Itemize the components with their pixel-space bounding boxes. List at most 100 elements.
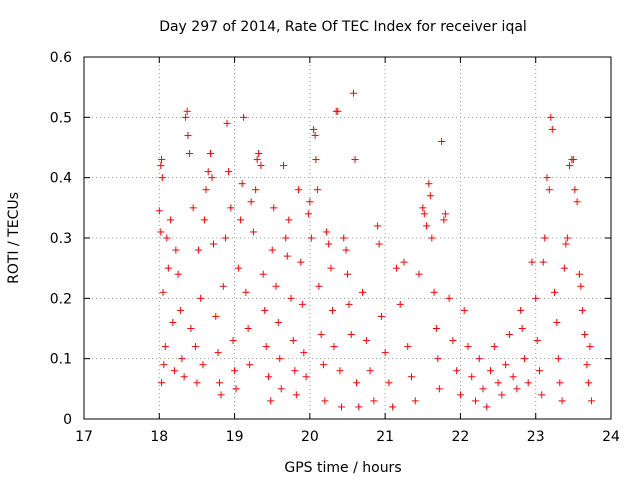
data-point: [176, 306, 184, 314]
data-point: [167, 216, 175, 224]
data-point: [169, 318, 177, 326]
data-point: [249, 228, 257, 236]
data-point: [505, 331, 513, 339]
data-point: [438, 137, 446, 145]
data-point: [247, 198, 255, 206]
data-point: [419, 204, 427, 212]
data-point: [189, 204, 197, 212]
data-point: [350, 89, 358, 97]
data-point: [468, 373, 476, 381]
data-point: [566, 162, 574, 170]
data-point: [541, 234, 549, 242]
data-point: [225, 168, 233, 176]
data-point: [208, 174, 216, 182]
data-point: [336, 367, 344, 375]
x-axis-label: GPS time / hours: [284, 460, 401, 476]
data-point: [285, 216, 293, 224]
data-point: [547, 113, 555, 121]
data-point: [257, 162, 265, 170]
data-point: [345, 300, 353, 308]
data-point: [193, 379, 201, 387]
data-point: [321, 397, 329, 405]
data-point: [425, 180, 433, 188]
data-point: [223, 119, 231, 127]
data-point: [432, 325, 440, 332]
y-tick-labels: 0 0.1 0.2 0.3 0.4 0.5 0.6: [50, 50, 72, 428]
data-point: [244, 325, 252, 332]
x-tick-label: 18: [150, 429, 168, 445]
data-point: [272, 282, 280, 290]
data-point: [532, 294, 540, 302]
data-point: [502, 361, 510, 369]
data-point: [253, 156, 261, 164]
data-point: [415, 270, 423, 278]
data-point: [219, 282, 227, 290]
data-point: [392, 264, 400, 272]
y-tick-label: 0: [63, 412, 72, 428]
x-tick-label: 20: [301, 429, 319, 445]
data-point: [227, 204, 235, 212]
data-point: [351, 156, 359, 164]
data-point: [479, 385, 487, 393]
data-point: [158, 156, 166, 164]
data-point: [460, 306, 468, 314]
data-point: [187, 325, 195, 332]
data-point: [535, 367, 543, 375]
data-point: [204, 168, 212, 176]
x-tick-label: 21: [376, 429, 394, 445]
data-point: [310, 125, 318, 133]
data-point: [543, 174, 551, 182]
data-point: [509, 373, 517, 381]
data-point: [170, 367, 178, 375]
data-point: [553, 318, 561, 326]
data-point: [583, 361, 591, 369]
data-point: [238, 180, 246, 188]
data-point: [375, 240, 383, 248]
data-point: [311, 131, 319, 139]
y-tick-label: 0.6: [50, 50, 72, 66]
data-point: [185, 150, 193, 158]
data-point: [306, 198, 314, 206]
data-point: [212, 312, 220, 320]
x-tick-label: 17: [75, 429, 93, 445]
data-point: [563, 234, 571, 242]
data-point: [157, 228, 165, 236]
data-point: [524, 379, 532, 387]
data-point: [578, 306, 586, 314]
chart-title: Day 297 of 2014, Rate Of TEC Index for r…: [159, 19, 527, 35]
data-point: [280, 162, 288, 170]
data-point: [545, 186, 553, 194]
data-point: [191, 343, 199, 351]
data-point: [483, 403, 491, 411]
data-point: [556, 379, 564, 387]
data-point: [347, 331, 355, 339]
x-tick-label: 22: [452, 429, 470, 445]
data-point: [353, 379, 361, 387]
data-point: [199, 361, 207, 369]
data-point: [261, 306, 269, 314]
data-point: [385, 379, 393, 387]
data-point: [490, 343, 498, 351]
data-point: [587, 397, 595, 405]
data-point: [216, 379, 224, 387]
data-point: [359, 288, 367, 296]
data-point: [277, 385, 285, 393]
data-point: [229, 337, 237, 345]
data-point: [276, 355, 284, 363]
data-point: [423, 222, 431, 230]
data-point: [435, 385, 443, 393]
x-tick-label: 19: [226, 429, 244, 445]
data-point: [174, 270, 182, 278]
data-point: [160, 361, 168, 369]
data-point: [453, 367, 461, 375]
data-point: [172, 246, 180, 254]
data-point: [252, 186, 260, 194]
data-point: [182, 113, 190, 121]
data-point: [282, 234, 290, 242]
data-point: [366, 367, 374, 375]
data-point: [164, 264, 172, 272]
data-point: [381, 349, 389, 357]
data-point: [445, 294, 453, 302]
data-point: [159, 288, 167, 296]
data-point: [337, 403, 345, 411]
